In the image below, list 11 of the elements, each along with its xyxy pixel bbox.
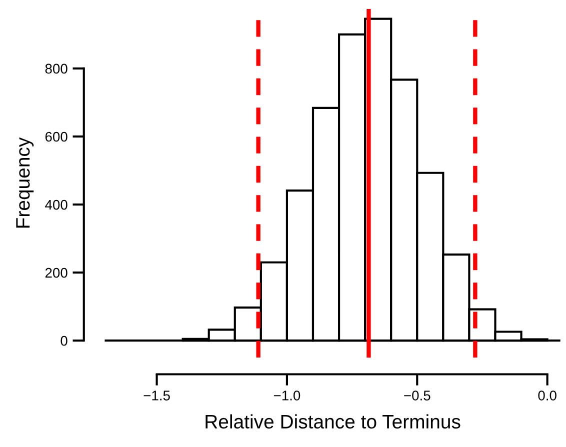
y-tick-label: 200 <box>45 268 68 278</box>
y-tick-label: 0 <box>60 336 68 346</box>
x-tick-label: −1.0 <box>274 390 300 400</box>
x-tick-label: 0.0 <box>538 390 556 400</box>
y-axis-title: Frequency <box>16 137 34 228</box>
y-tick-label: 600 <box>45 132 68 142</box>
x-tick-label: −0.5 <box>404 390 430 400</box>
x-axis-title: Relative Distance to Terminus <box>206 414 460 429</box>
x-tick-label: −1.5 <box>144 390 170 400</box>
y-tick-label: 400 <box>45 200 68 210</box>
y-tick-label: 800 <box>45 64 68 74</box>
